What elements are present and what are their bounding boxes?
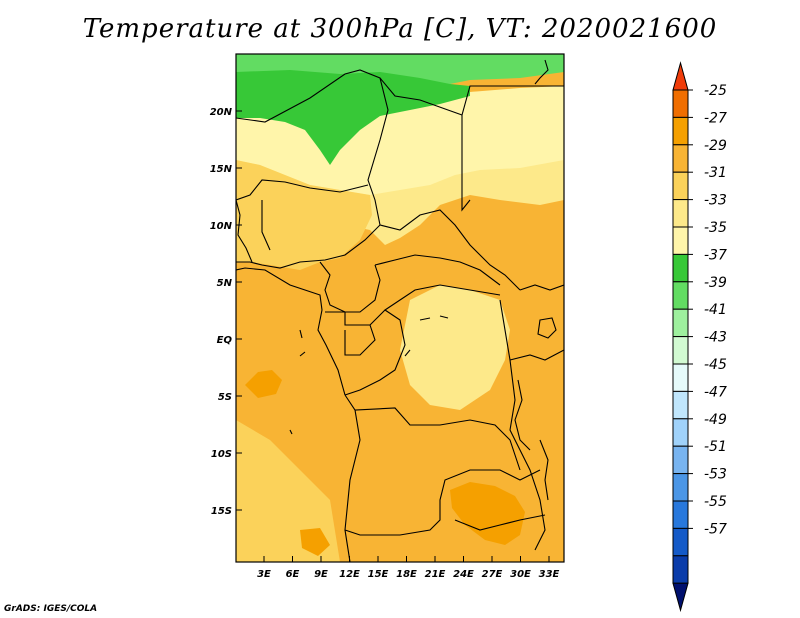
colorbar-box [672, 473, 689, 502]
lat-tick-label: 15S [211, 506, 232, 517]
border-gabon [325, 311, 376, 356]
colorbar-box [672, 336, 689, 365]
colorbar-box [672, 89, 689, 118]
colorbar-bottom-triangle [672, 582, 689, 613]
colorbar: -25 -27 -29 -31 -33 -35 -37 -39 -41 -43 -45 -47 -49 -… [672, 61, 727, 613]
lon-tick-label: 9E [314, 569, 328, 580]
field-region-pale-congo [400, 285, 510, 410]
border-congo-north [384, 284, 501, 311]
chart-title: Temperature at 300hPa [C], VT: 202002160… [82, 14, 718, 44]
colorbar-label: -41 [704, 302, 727, 318]
colorbar-box [672, 527, 689, 557]
colorbar-box [672, 363, 689, 392]
colorbar-box [672, 445, 689, 475]
colorbar-label: -53 [704, 467, 727, 483]
colorbar-label: -51 [704, 439, 727, 455]
colorbar-box [672, 390, 689, 420]
lake-victoria [537, 317, 557, 339]
latitude-axis: 20N 15N 10N 5N EQ 5S 10S 15S [210, 107, 242, 517]
temperature-field [236, 54, 564, 562]
lat-tick-label: 10N [210, 221, 233, 232]
rivers-congo [404, 315, 449, 357]
border-niger-nigeria [236, 77, 389, 269]
field-region-light-orange [236, 160, 372, 270]
colorbar-box [672, 171, 689, 201]
border-congo-drc [344, 309, 406, 396]
lat-tick-label: 5N [217, 278, 233, 289]
border-libya-egypt [461, 85, 564, 116]
colorbar-label: -31 [704, 165, 727, 181]
colorbar-label: -27 [704, 110, 727, 126]
coastline-west [236, 267, 346, 396]
lat-tick-label: EQ [217, 335, 233, 346]
field-region-dark-orange-south [450, 482, 525, 545]
colorbar-box [672, 226, 689, 255]
colorbar-label: -35 [704, 220, 727, 236]
colorbar-label: -25 [704, 83, 727, 99]
border-sudan-south [519, 284, 564, 291]
colorbar-label: -33 [704, 193, 727, 209]
colorbar-box [672, 281, 689, 310]
border-angola-zambia [344, 409, 541, 536]
colorbar-box [672, 555, 689, 584]
lat-tick-label: 5S [218, 392, 232, 403]
border-zambia-zimbabwe [454, 514, 546, 531]
coastline-ghana [236, 199, 253, 263]
colorbar-label: -43 [704, 330, 727, 346]
colorbar-label: -49 [704, 412, 727, 428]
colorbar-label: -47 [704, 384, 727, 400]
border-benin [261, 200, 271, 251]
longitude-axis: 3E 6E 9E 12E 15E 18E 21E 24E 27E 30E 33E [257, 556, 560, 580]
colorbar-box [672, 144, 689, 173]
border-car-congo [374, 254, 501, 286]
lat-tick-label: 20N [210, 107, 233, 118]
colorbar-box [672, 308, 689, 338]
colorbar-label: -37 [704, 247, 727, 263]
lon-tick-label: 18E [396, 569, 417, 580]
lon-tick-label: 6E [286, 569, 300, 580]
lon-tick-label: 27E [482, 569, 503, 580]
field-region-light-orange-south [236, 420, 340, 562]
colorbar-box [672, 418, 689, 447]
field-region-dark-orange-west [245, 370, 282, 398]
lat-tick-label: 15N [210, 164, 233, 175]
field-region-green [236, 70, 470, 165]
country-borders [236, 59, 564, 562]
lon-tick-label: 30E [510, 569, 531, 580]
colorbar-label: -55 [704, 494, 727, 510]
colorbar-box [672, 253, 689, 283]
lake-tanganyika [514, 379, 531, 451]
field-region-dark-orange-southwest [300, 528, 330, 556]
colorbar-top-triangle [672, 61, 689, 91]
lake-malawi [539, 439, 549, 501]
lon-tick-label: 21E [425, 569, 446, 580]
colorbar-box [672, 199, 689, 228]
lon-tick-label: 15E [368, 569, 389, 580]
border-uganda-kenya [509, 349, 564, 361]
colorbar-label: -57 [704, 521, 727, 537]
coastline-red-sea [534, 59, 549, 85]
lon-tick-label: 12E [339, 569, 360, 580]
islands-west [289, 329, 306, 435]
border-chad-car [379, 209, 521, 291]
colorbar-label: -45 [704, 357, 727, 373]
lon-tick-label: 33E [539, 569, 560, 580]
border-mali-niger [236, 179, 369, 201]
colorbar-label: -29 [704, 138, 727, 154]
lon-tick-label: 3E [257, 569, 271, 580]
colorbar-box [672, 500, 689, 529]
colorbar-box [672, 116, 689, 146]
colorbar-label: -39 [704, 275, 727, 291]
lon-tick-label: 24E [453, 569, 474, 580]
credit-text: GrADS: IGES/COLA [4, 604, 98, 614]
map-frame [235, 53, 565, 563]
lat-tick-label: 10S [211, 449, 232, 460]
border-angola-drc [344, 394, 521, 471]
